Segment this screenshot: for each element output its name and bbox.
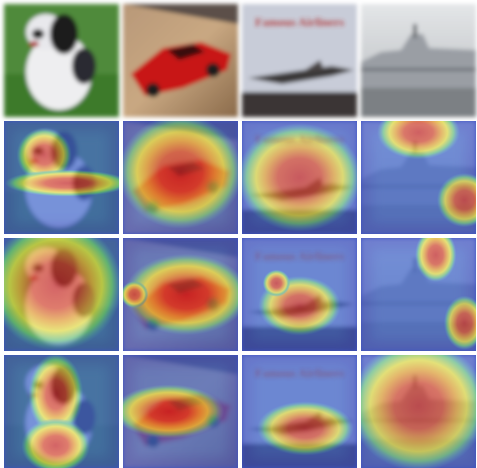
heatmap-layer: [361, 355, 476, 468]
heatmap-layer: [123, 238, 238, 351]
photo-overlay: [361, 238, 476, 351]
heatmap-layer: Famous Airliners: [242, 355, 357, 468]
heatmap-layer: [361, 121, 476, 234]
image: [361, 4, 476, 117]
heatmap-layer: [4, 355, 119, 468]
heatmap: [361, 238, 476, 351]
book-title-overlay: Famous Airliners: [255, 366, 344, 380]
image: [123, 4, 238, 117]
photo-overlay: [123, 238, 238, 351]
heatmap: Famous Airliners: [242, 121, 357, 234]
cells: Famous Airliners Famous Airliners Famous A…: [4, 4, 476, 468]
photo-overlay: [4, 121, 119, 234]
heatmap: [361, 121, 476, 234]
heatmap: Famous Airliners: [242, 238, 357, 351]
photo: [361, 4, 476, 117]
photo: [123, 4, 238, 117]
book-title-overlay: Famous Airliners: [255, 249, 344, 263]
photo-overlay: [361, 355, 476, 468]
heatmap: [4, 355, 119, 468]
heatmap-layer: Famous Airliners: [242, 121, 357, 234]
heatmap-layer: [4, 121, 119, 234]
heatmap-layer: Famous Airliners: [242, 238, 357, 351]
book-title-overlay: Famous Airliners: [255, 132, 344, 146]
photo: [4, 4, 119, 117]
heatmap: [123, 121, 238, 234]
photo-overlay: [4, 238, 119, 351]
image: Famous Airliners: [242, 4, 357, 117]
photo-overlay: [361, 121, 476, 234]
heatmap: [4, 238, 119, 351]
heatmap-layer: [361, 238, 476, 351]
heatmap: [4, 121, 119, 234]
heatmap-layer: [123, 355, 238, 468]
book-title: Famous Airliners: [255, 15, 344, 29]
photo-overlay: [4, 355, 119, 468]
photo-overlay: [123, 355, 238, 468]
heatmap: [123, 238, 238, 351]
heatmap: [361, 355, 476, 468]
image: [4, 4, 119, 117]
photo-overlay: [123, 121, 238, 234]
heatmap-layer: [4, 238, 119, 351]
heatmap: [123, 355, 238, 468]
heatmap: Famous Airliners: [242, 355, 357, 468]
heatmap-layer: [123, 121, 238, 234]
